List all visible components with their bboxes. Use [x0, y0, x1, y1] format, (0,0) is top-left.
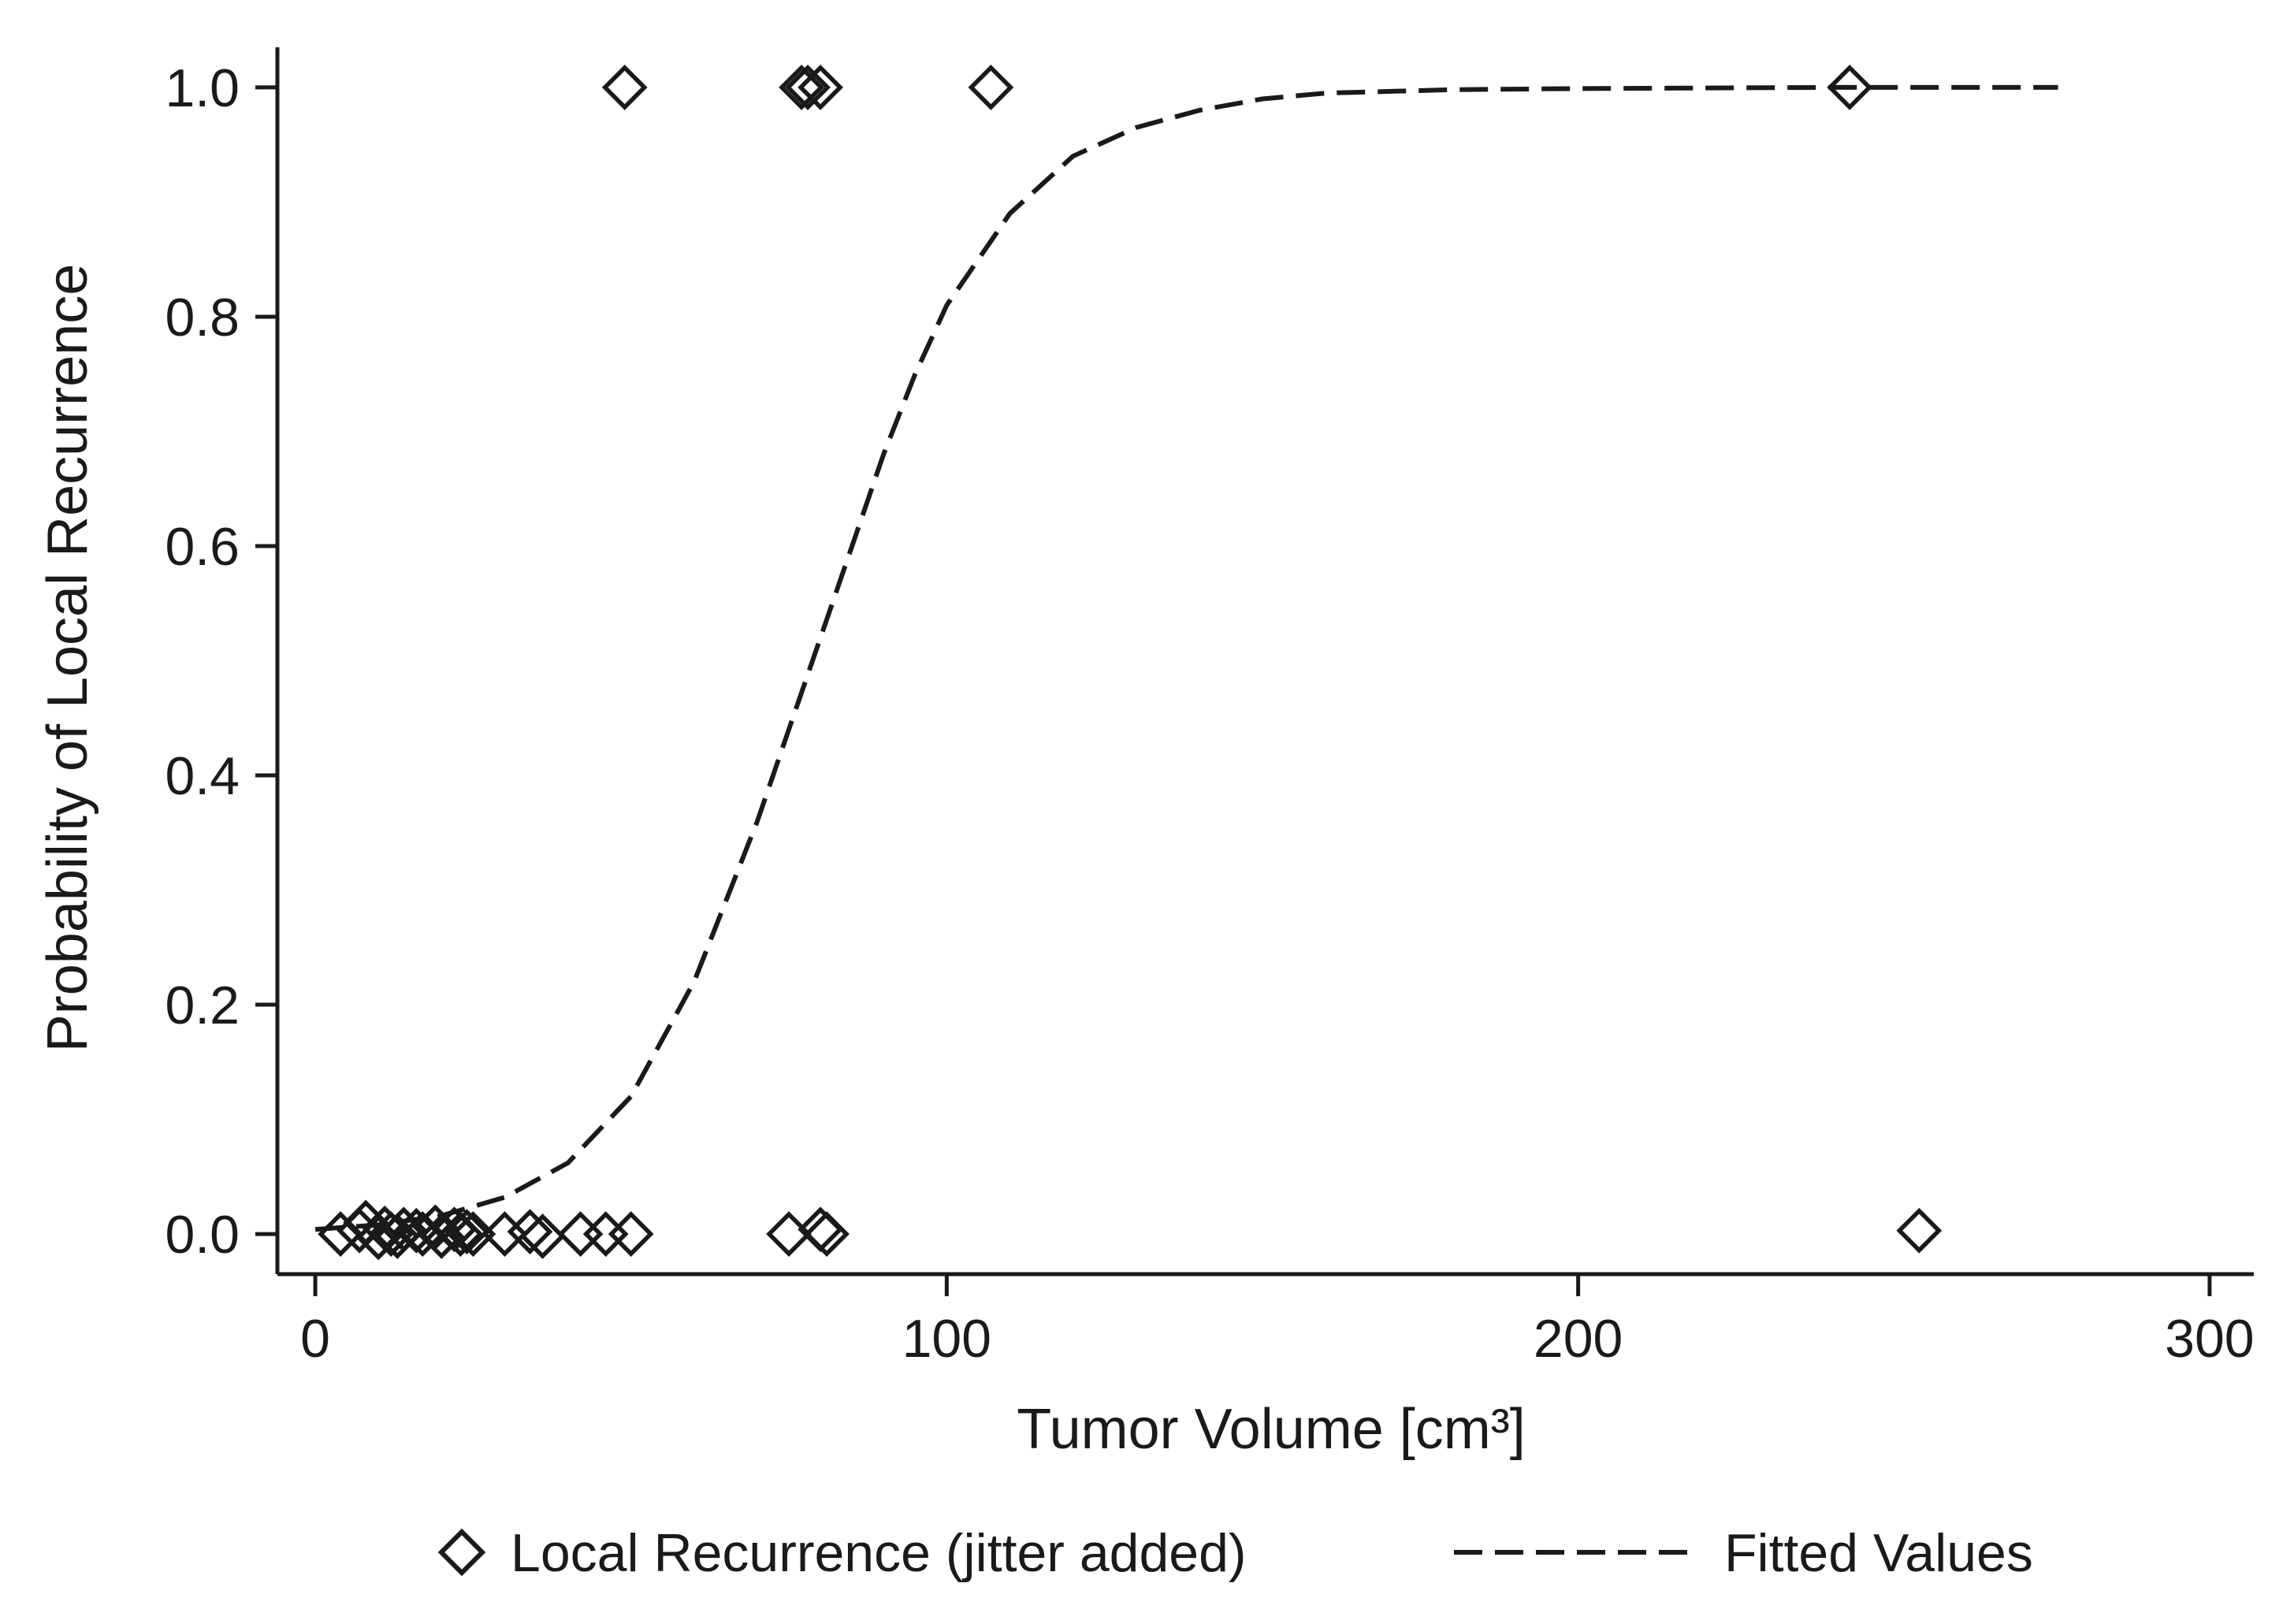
scatter-point-diamond [804, 1211, 850, 1257]
y-tick-label: 0.8 [165, 288, 240, 347]
x-tick-label: 300 [2165, 1309, 2254, 1369]
x-axis-ticks: 0 100 200 300 [300, 1274, 2255, 1369]
legend-diamond-marker [437, 1528, 486, 1577]
y-tick-label: 0.4 [165, 746, 240, 806]
scatter-point-diamond [444, 1209, 490, 1255]
scatter-point-diamond [968, 65, 1014, 110]
scatter-point-diamond [368, 1211, 415, 1257]
scatter-point-diamond [450, 1211, 496, 1257]
y-axis-ticks: 0.0 0.2 0.4 0.6 0.8 1.0 [165, 58, 277, 1265]
y-tick-label: 1.0 [165, 58, 240, 118]
scatter-point-diamond [557, 1211, 604, 1257]
scatter-point-diamond [785, 65, 831, 110]
y-tick-label: 0.6 [165, 517, 240, 577]
scatter-point-diamond [582, 1211, 629, 1257]
scatter-point-diamond [519, 1213, 566, 1259]
x-tick-label: 100 [902, 1309, 991, 1369]
fitted-line-layer [314, 84, 2058, 1232]
scatter-point-diamond [779, 65, 824, 110]
scatter-point-diamond [608, 1211, 654, 1257]
x-tick-label: 0 [300, 1309, 330, 1369]
x-tick-label: 200 [1534, 1309, 1623, 1369]
scatter-point-diamond [798, 65, 843, 110]
scatter-point-diamond [601, 65, 648, 110]
fitted-values-line [314, 84, 2058, 1232]
scatter-point-diamond [507, 1209, 553, 1255]
legend: Local Recurrence (jitter added) Fitted V… [437, 1523, 2033, 1583]
scatter-point-diamond [1827, 65, 1873, 110]
scatter-point-diamond [1896, 1207, 1943, 1254]
y-tick-label: 0.2 [165, 976, 240, 1035]
legend-label-fitted: Fitted Values [1724, 1523, 2033, 1583]
x-axis-title: Tumor Volume [cm³] [1017, 1398, 1525, 1461]
scatter-point-diamond [437, 1211, 484, 1257]
scatter-points-layer [318, 65, 1943, 1261]
legend-label-scatter: Local Recurrence (jitter added) [511, 1523, 1247, 1583]
y-axis-title: Probability of Local Recurrence [36, 264, 99, 1053]
axes [275, 47, 2254, 1277]
scatter-point-diamond [481, 1211, 528, 1257]
y-tick-label: 0.0 [165, 1205, 240, 1265]
